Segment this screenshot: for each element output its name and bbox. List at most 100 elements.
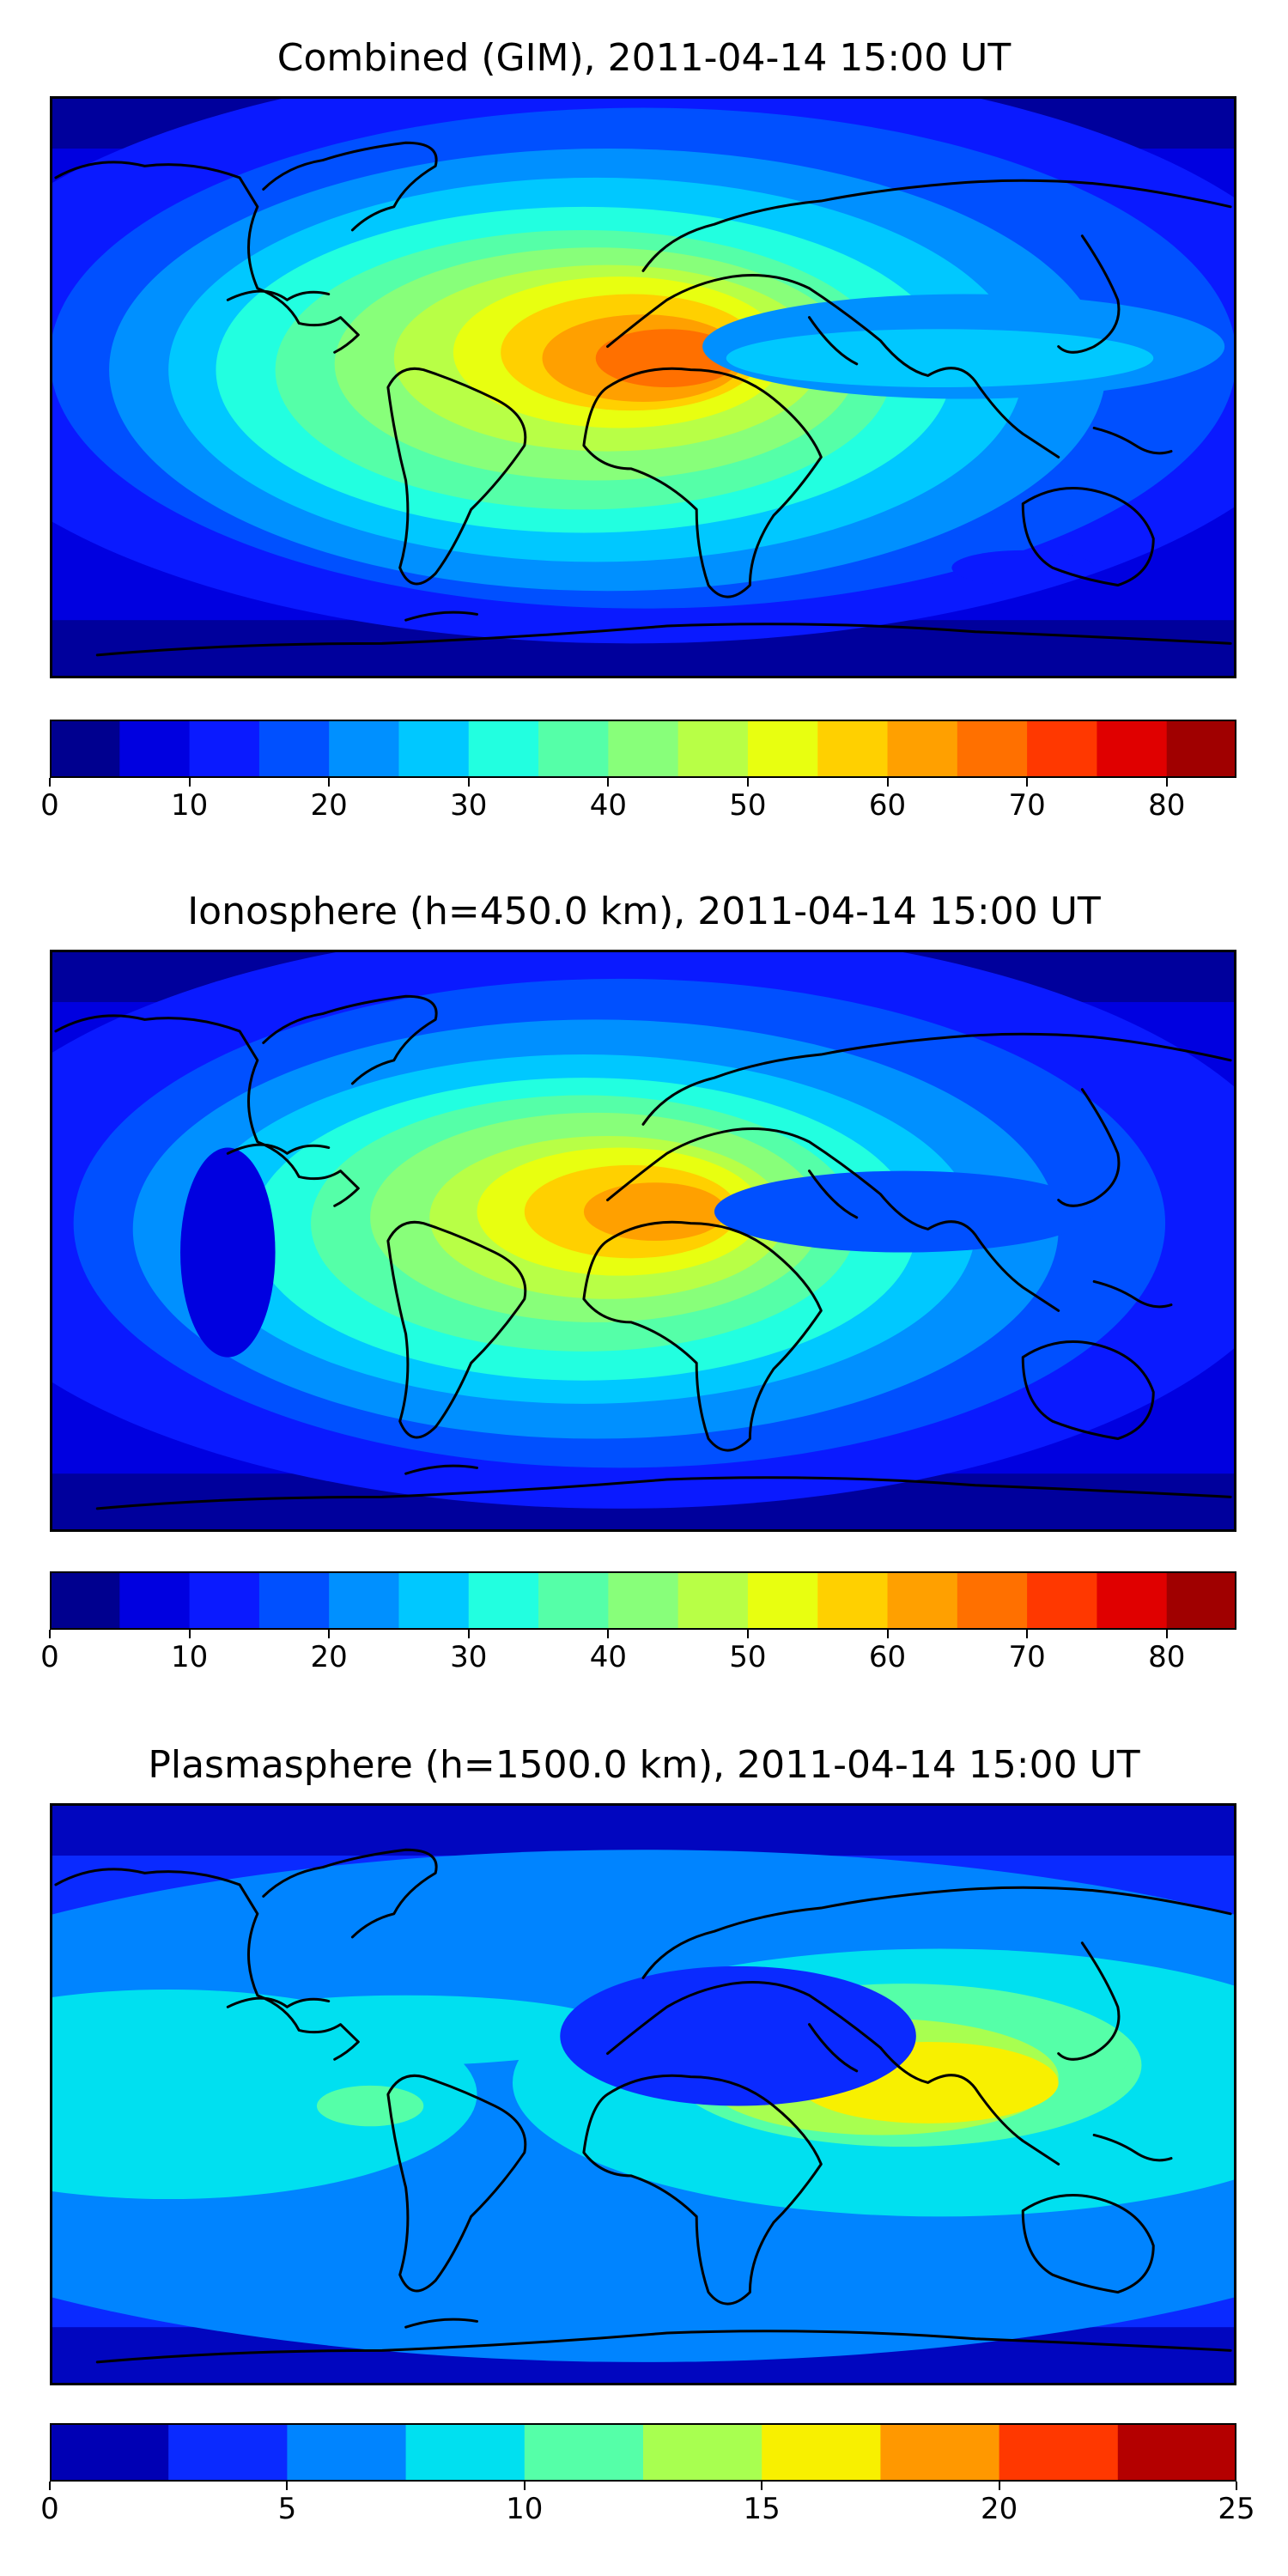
coastline <box>406 2319 477 2327</box>
colorbar-tick-label: 15 <box>743 2492 781 2526</box>
colorbar-segment <box>762 2423 881 2482</box>
colorbar-tick-label: 10 <box>170 788 209 823</box>
coastline <box>1094 2135 1171 2160</box>
colorbar-tick-mark <box>467 778 470 787</box>
colorbar-segment <box>119 1571 191 1630</box>
colorbar-tick-mark <box>286 2482 289 2490</box>
colorbar-tick-mark <box>328 778 331 787</box>
coastline <box>1059 1090 1119 1206</box>
tec-map-combined <box>50 96 1236 678</box>
colorbar-tick-mark <box>746 1630 749 1638</box>
colorbar-segment <box>887 720 958 778</box>
tec-map-ionosphere <box>50 950 1236 1532</box>
coastline <box>56 1016 358 1206</box>
coastline <box>228 1145 328 1153</box>
contour-level <box>714 1170 1095 1253</box>
colorbar-segment <box>189 1571 260 1630</box>
colorbar-tick-mark <box>49 2482 51 2490</box>
coastline <box>643 1034 1230 1124</box>
contour-level <box>951 550 1095 586</box>
colorbar-segment <box>50 2423 169 2482</box>
colorbar-segment <box>398 720 470 778</box>
contour-level <box>726 329 1154 387</box>
colorbar-tick-mark <box>1165 1630 1168 1638</box>
map-frame <box>50 950 1236 1532</box>
colorbar-tick-mark <box>1236 2482 1237 2490</box>
colorbar-tick-mark <box>328 1630 331 1638</box>
coastline <box>388 1222 526 1437</box>
coastline <box>406 612 477 620</box>
colorbar-segment <box>329 1571 400 1630</box>
coastline <box>1023 2196 1153 2293</box>
coastline <box>1059 236 1119 353</box>
colorbar-tick-label: 50 <box>729 788 767 823</box>
coastline <box>264 143 436 230</box>
colorbar-segment <box>468 720 539 778</box>
colorbar-tick-label: 20 <box>310 1640 348 1674</box>
coastlines <box>56 996 1230 1509</box>
colorbar-segment <box>287 2423 407 2482</box>
colorbar-tick-label: 60 <box>868 1640 907 1674</box>
contour-level <box>316 2085 424 2127</box>
colorbar-tick-mark <box>467 1630 470 1638</box>
map-frame <box>50 1803 1236 2385</box>
colorbar-segment <box>957 720 1028 778</box>
panel-title: Combined (GIM), 2011-04-14 15:00 UT <box>276 36 1012 80</box>
coastline <box>97 624 1230 655</box>
colorbar-segment <box>1097 720 1168 778</box>
colorbar-tick-label: 0 <box>40 788 59 823</box>
coastline <box>228 291 328 300</box>
colorbar-combined <box>50 720 1236 778</box>
colorbar-segment <box>880 2423 1000 2482</box>
colorbar-tick-label: 25 <box>1218 2492 1255 2526</box>
contour-level <box>180 1147 276 1358</box>
colorbar-tick-mark <box>1026 1630 1029 1638</box>
coastline <box>809 2025 856 2071</box>
colorbar-frame <box>50 2423 1236 2482</box>
coastline <box>264 1850 436 1937</box>
colorbar-segment <box>677 720 749 778</box>
colorbar-segment <box>817 1571 889 1630</box>
colorbar-tick-label: 0 <box>40 2492 59 2526</box>
colorbar-segment <box>1166 720 1236 778</box>
colorbar-tick-mark <box>607 778 610 787</box>
coastline <box>608 1982 1059 2164</box>
coastline <box>97 2331 1230 2362</box>
colorbar-ionosphere <box>50 1571 1236 1630</box>
coastline <box>388 368 526 584</box>
coastline <box>608 275 1059 457</box>
colorbar-tick-label: 80 <box>1148 1640 1186 1674</box>
tec-map-plasmasphere <box>50 1803 1236 2385</box>
coastline <box>97 1478 1230 1509</box>
coastline <box>406 1466 477 1473</box>
colorbar-tick-mark <box>607 1630 610 1638</box>
colorbar-tick-mark <box>886 778 889 787</box>
colorbar-segment <box>258 720 330 778</box>
coastline <box>809 1171 856 1218</box>
contour-level <box>191 1995 620 2066</box>
colorbar-tick-label: 20 <box>980 2492 1018 2526</box>
colorbar-tick-mark <box>998 2482 1000 2490</box>
contour-level <box>583 1182 726 1241</box>
colorbar-segment <box>1027 720 1098 778</box>
colorbar-frame <box>50 1571 1236 1630</box>
colorbar-plasmasphere <box>50 2423 1236 2482</box>
colorbar-segment <box>677 1571 749 1630</box>
colorbar-tick-label: 40 <box>589 1640 627 1674</box>
coastline <box>1023 489 1153 586</box>
coastline <box>608 1128 1059 1310</box>
colorbar-tick-mark <box>1165 778 1168 787</box>
colorbar-tick-mark <box>886 1630 889 1638</box>
colorbar-tick-label: 10 <box>170 1640 209 1674</box>
colorbar-tick-label: 80 <box>1148 788 1186 823</box>
contour-level <box>560 1965 916 2106</box>
colorbar-segment <box>1027 1571 1098 1630</box>
colorbar-segment <box>50 720 120 778</box>
colorbar-segment <box>1166 1571 1236 1630</box>
colorbar-segment <box>747 720 818 778</box>
colorbar-tick-label: 5 <box>277 2492 297 2526</box>
coastline <box>1023 1342 1153 1439</box>
coastline <box>584 2075 821 2304</box>
contour-level <box>595 329 738 387</box>
colorbar-segment <box>957 1571 1028 1630</box>
